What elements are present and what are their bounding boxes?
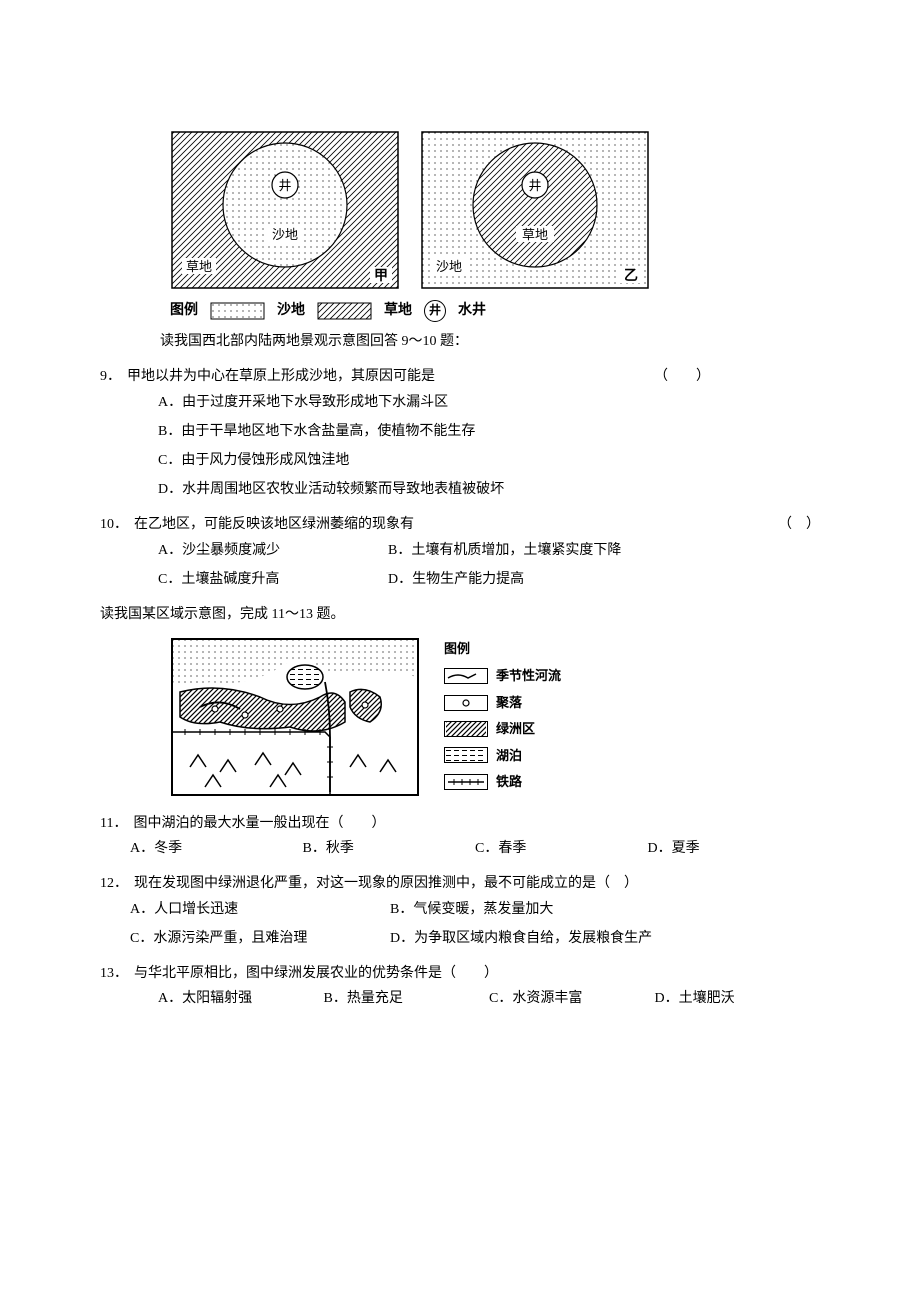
q13-num: 13． bbox=[100, 961, 128, 986]
q10-opt-b: B．土壤有机质增加，土壤紧实度下降 bbox=[388, 538, 820, 563]
q9-opt-c: C．由于风力侵蚀形成风蚀洼地 bbox=[158, 448, 820, 473]
yi-grass-label: 草地 bbox=[522, 227, 548, 242]
legend-title: 图例 bbox=[170, 298, 198, 323]
map-section: 图例 季节性河流 聚落 绿洲区 湖泊 铁路 bbox=[170, 637, 820, 797]
q9-opt-a: A．由于过度开采地下水导致形成地下水漏斗区 bbox=[158, 390, 820, 415]
legend-settlement-icon bbox=[444, 695, 488, 711]
q12-opt-c: C．水源污染严重，且难治理 bbox=[130, 926, 390, 951]
intro-11-13: 读我国某区域示意图，完成 11～13 题。 bbox=[100, 602, 820, 627]
legend-lake-label: 湖泊 bbox=[496, 744, 522, 767]
q12-num: 12． bbox=[100, 871, 128, 896]
question-11: 11． 图中湖泊的最大水量一般出现在（ ） A．冬季 B．秋季 C．春季 D．夏… bbox=[100, 811, 820, 861]
q13-opt-a: A．太阳辐射强 bbox=[158, 986, 324, 1011]
q9-paren: （ ） bbox=[654, 364, 710, 389]
q11-opt-d: D．夏季 bbox=[648, 836, 821, 861]
legend-settlement-label: 聚落 bbox=[496, 691, 522, 714]
legend-sand-swatch bbox=[210, 302, 265, 320]
region-map bbox=[170, 637, 420, 797]
q10-paren: （ ） bbox=[778, 512, 820, 537]
map-legend-title: 图例 bbox=[444, 637, 561, 660]
q9-stem: 甲地以井为中心在草原上形成沙地，其原因可能是 bbox=[127, 364, 648, 389]
diagram-legend: 图例 沙地 草地 井 水井 bbox=[170, 298, 820, 323]
legend-grass-label: 草地 bbox=[384, 298, 412, 323]
jia-corner-label: 甲 bbox=[374, 268, 388, 284]
q13-opt-b: B．热量充足 bbox=[324, 986, 490, 1011]
q10-opt-c: C．土壤盐碱度升高 bbox=[158, 567, 388, 592]
q13-opt-c: C．水资源丰富 bbox=[489, 986, 655, 1011]
q12-opt-b: B．气候变暖，蒸发量加大 bbox=[390, 897, 553, 922]
yi-sand-label: 沙地 bbox=[436, 259, 462, 274]
q13-opt-d: D．土壤肥沃 bbox=[655, 986, 821, 1011]
q11-opt-b: B．秋季 bbox=[303, 836, 476, 861]
q9-opt-b: B．由于干旱地区地下水含盐量高，使植物不能生存 bbox=[158, 419, 820, 444]
q10-num: 10． bbox=[100, 512, 128, 537]
legend-railway-label: 铁路 bbox=[496, 770, 522, 793]
q12-stem: 现在发现图中绿洲退化严重，对这一现象的原因推测中，最不可能成立的是（ ） bbox=[134, 871, 638, 896]
q9-num: 9． bbox=[100, 364, 121, 389]
q11-opt-a: A．冬季 bbox=[130, 836, 303, 861]
intro-9-10: 读我国西北部内陆两地景观示意图回答 9～10 题： bbox=[160, 329, 820, 354]
jia-well-label: 井 bbox=[278, 178, 291, 193]
diagram-yi: 井 草地 沙地 乙 bbox=[420, 130, 650, 290]
q11-stem: 图中湖泊的最大水量一般出现在（ ） bbox=[133, 811, 385, 836]
jia-grass-label: 草地 bbox=[186, 259, 212, 274]
q10-stem: 在乙地区，可能反映该地区绿洲萎缩的现象有 bbox=[134, 512, 772, 537]
q10-opt-a: A．沙尘暴频度减少 bbox=[158, 538, 388, 563]
legend-oasis-label: 绿洲区 bbox=[496, 717, 535, 740]
question-9: 9． 甲地以井为中心在草原上形成沙地，其原因可能是 （ ） A．由于过度开采地下… bbox=[100, 364, 820, 502]
question-13: 13． 与华北平原相比，图中绿洲发展农业的优势条件是（ ） A．太阳辐射强 B．… bbox=[100, 961, 820, 1011]
q11-opt-c: C．春季 bbox=[475, 836, 648, 861]
legend-lake-icon bbox=[444, 747, 488, 763]
legend-river-icon bbox=[444, 668, 488, 684]
legend-grass-swatch bbox=[317, 302, 372, 320]
q12-opt-a: A．人口增长迅速 bbox=[130, 897, 390, 922]
yi-well-label: 井 bbox=[528, 178, 541, 193]
q10-opt-d: D．生物生产能力提高 bbox=[388, 567, 820, 592]
legend-well-label: 水井 bbox=[458, 298, 486, 323]
question-10: 10． 在乙地区，可能反映该地区绿洲萎缩的现象有 （ ） A．沙尘暴频度减少 B… bbox=[100, 512, 820, 592]
legend-sand-label: 沙地 bbox=[277, 298, 305, 323]
jia-sand-label: 沙地 bbox=[272, 227, 298, 242]
legend-oasis-icon bbox=[444, 721, 488, 737]
legend-well-icon: 井 bbox=[424, 300, 446, 322]
map-legend: 图例 季节性河流 聚落 绿洲区 湖泊 铁路 bbox=[444, 637, 561, 796]
q11-num: 11． bbox=[100, 811, 127, 836]
q12-opt-d: D．为争取区域内粮食自给，发展粮食生产 bbox=[390, 926, 652, 951]
legend-railway-icon bbox=[444, 774, 488, 790]
well-diagrams: 井 沙地 草地 甲 井 草地 沙地 乙 bbox=[170, 130, 820, 290]
legend-river-label: 季节性河流 bbox=[496, 664, 561, 687]
q9-opt-d: D．水井周围地区农牧业活动较频繁而导致地表植被破坏 bbox=[158, 477, 820, 502]
diagram-jia: 井 沙地 草地 甲 bbox=[170, 130, 400, 290]
q13-stem: 与华北平原相比，图中绿洲发展农业的优势条件是（ ） bbox=[134, 961, 498, 986]
question-12: 12． 现在发现图中绿洲退化严重，对这一现象的原因推测中，最不可能成立的是（ ）… bbox=[100, 871, 820, 951]
yi-corner-label: 乙 bbox=[624, 268, 638, 284]
